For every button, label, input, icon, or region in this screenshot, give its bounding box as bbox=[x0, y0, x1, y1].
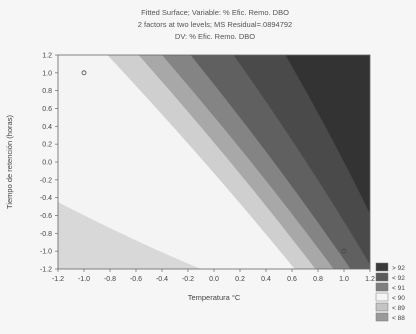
y-tick-label: 0.6 bbox=[42, 106, 52, 113]
contour-band bbox=[0, 0, 295, 334]
y-tick-label: -0.2 bbox=[40, 177, 52, 184]
x-tick-label: 0.0 bbox=[209, 276, 219, 283]
legend-swatch bbox=[375, 302, 389, 312]
legend-swatch bbox=[375, 312, 389, 322]
chart-title-line-1: Fitted Surface; Variable: % Efic. Remo. … bbox=[141, 8, 289, 17]
legend-label: > 92 bbox=[392, 265, 405, 272]
x-tick-label: 0.8 bbox=[313, 276, 323, 283]
y-tick-label: -1.0 bbox=[40, 249, 52, 256]
legend-swatch bbox=[375, 282, 389, 292]
design-points bbox=[81, 70, 347, 254]
x-tick-label: -0.2 bbox=[182, 276, 194, 283]
contour-band-low-corner bbox=[58, 202, 201, 269]
chart-title-line-2: 2 factors at two levels; MS Residual=.08… bbox=[137, 20, 293, 29]
y-tick-label: 0.8 bbox=[42, 88, 52, 95]
legend-label: < 92 bbox=[392, 275, 405, 282]
y-tick-label: -0.6 bbox=[40, 213, 52, 220]
y-tick-label: 1.0 bbox=[42, 70, 52, 77]
x-tick-label: 1.2 bbox=[365, 276, 375, 283]
legend-label: < 91 bbox=[392, 285, 405, 292]
y-tick-label: -1.2 bbox=[40, 267, 52, 274]
design-point bbox=[341, 248, 347, 254]
y-tick-label: -0.4 bbox=[40, 195, 52, 202]
y-tick-label: 1.2 bbox=[42, 53, 52, 60]
legend-label: < 90 bbox=[392, 295, 405, 302]
legend-swatch bbox=[375, 272, 389, 282]
x-tick-label: 1.0 bbox=[339, 276, 349, 283]
x-tick-label: 0.4 bbox=[261, 276, 271, 283]
x-tick-label: 0.6 bbox=[287, 276, 297, 283]
x-tick-label: 0.2 bbox=[235, 276, 245, 283]
x-tick-label: -1.2 bbox=[52, 276, 64, 283]
y-tick-label: 0.2 bbox=[42, 142, 52, 149]
legend-swatch bbox=[375, 292, 389, 302]
y-tick-label: 0.0 bbox=[42, 160, 52, 167]
legend-label: < 89 bbox=[392, 305, 405, 312]
x-tick-label: -0.6 bbox=[130, 276, 142, 283]
legend: > 92 < 92 < 91 < 90 < 89 < 88 bbox=[375, 262, 405, 322]
legend-swatch bbox=[375, 262, 389, 272]
x-tick-label: -0.4 bbox=[156, 276, 168, 283]
y-axis-label: Tiempo de retención (horas) bbox=[5, 115, 14, 209]
chart-title-line-3: DV: % Efic. Remo. DBO bbox=[174, 32, 256, 41]
x-tick-label: -1.0 bbox=[78, 276, 90, 283]
x-axis-label: Temperatura °C bbox=[188, 293, 241, 302]
axis-ticks: -1.2 -1.0 -0.8 -0.6 -0.4 -0.2 0.0 0.2 0.4 0.6 0.8 1… bbox=[40, 53, 375, 284]
y-tick-label: -0.8 bbox=[40, 231, 52, 238]
legend-label: < 88 bbox=[392, 315, 405, 322]
y-tick-label: 0.4 bbox=[42, 124, 52, 131]
x-tick-label: -0.8 bbox=[104, 276, 116, 283]
design-point bbox=[81, 70, 87, 76]
